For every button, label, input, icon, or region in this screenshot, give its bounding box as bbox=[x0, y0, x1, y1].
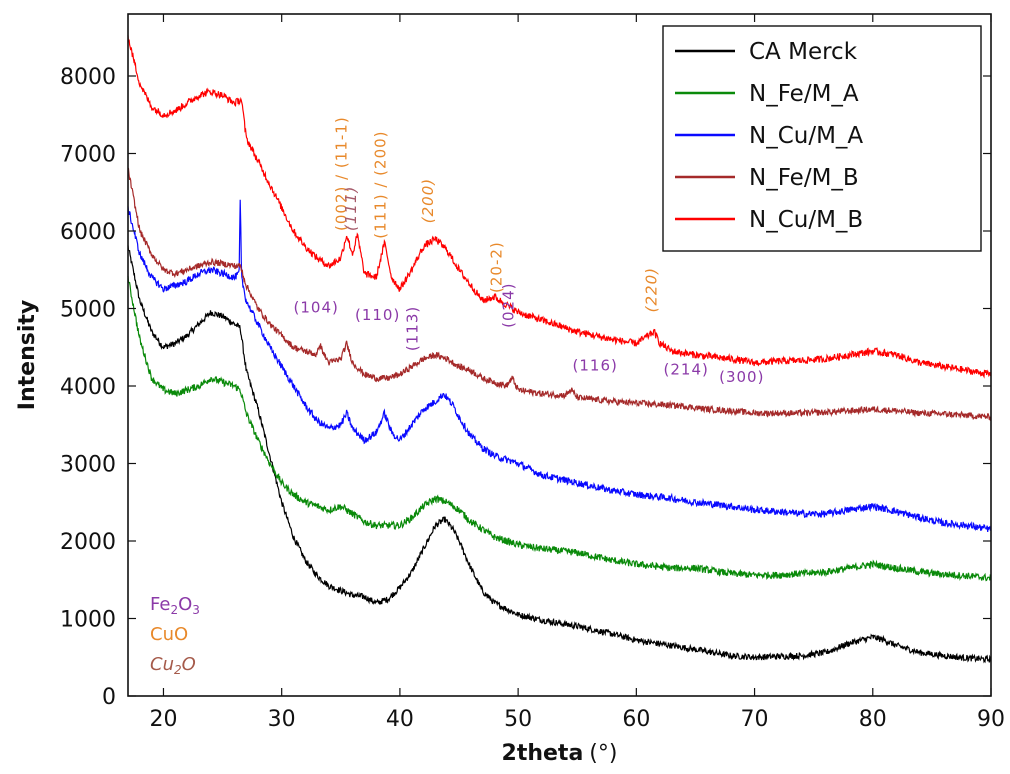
y-tick-label: 8000 bbox=[60, 65, 116, 90]
phase-key-label: Fe2O3 bbox=[150, 594, 200, 617]
legend-label: N_Fe/M_A bbox=[749, 81, 859, 107]
x-tick-label: 30 bbox=[268, 707, 296, 732]
y-tick-label: 0 bbox=[102, 685, 116, 710]
peak-annotation: (113) bbox=[404, 306, 422, 351]
legend-box bbox=[662, 25, 982, 252]
x-axis-label-unit: (°) bbox=[589, 741, 617, 766]
phase-key: Fe2O3 CuO Cu2O bbox=[150, 594, 200, 677]
y-tick-label: 6000 bbox=[60, 220, 116, 245]
y-tick-label: 5000 bbox=[60, 298, 116, 323]
series-line-3 bbox=[127, 167, 992, 422]
x-tick-label: 40 bbox=[386, 707, 414, 732]
x-tick-label: 80 bbox=[859, 707, 887, 732]
peak-annotation: (214) bbox=[664, 360, 709, 378]
peak-annotation: (116) bbox=[573, 357, 618, 375]
peak-annotation: (20-2) bbox=[488, 241, 506, 293]
y-tick-label: 4000 bbox=[60, 375, 116, 400]
series-line-1 bbox=[127, 276, 992, 582]
y-tick-label: 1000 bbox=[60, 608, 116, 633]
phase-key-label: Cu2O bbox=[150, 654, 196, 677]
x-tick-label: 60 bbox=[622, 707, 650, 732]
y-axis-label: Intensity bbox=[15, 300, 40, 410]
legend-label: N_Fe/M_B bbox=[749, 165, 859, 191]
peak-annotation: (002) / (11-1) bbox=[333, 116, 351, 231]
phase-key-label: CuO bbox=[150, 624, 188, 645]
legend-label: N_Cu/M_B bbox=[749, 207, 863, 233]
y-tick-label: 2000 bbox=[60, 530, 116, 555]
peak-annotation: (111) / (200) bbox=[372, 130, 390, 238]
legend-label: CA Merck bbox=[749, 39, 858, 65]
y-tick-label: 3000 bbox=[60, 453, 116, 478]
x-axis-label-main: 2theta bbox=[502, 741, 584, 766]
legend-label: N_Cu/M_A bbox=[749, 123, 863, 149]
peak-annotation: (220) bbox=[642, 267, 660, 312]
y-tick-label: 7000 bbox=[60, 143, 116, 168]
series-line-4 bbox=[127, 35, 992, 379]
peak-annotation: (104) bbox=[294, 298, 339, 316]
ticks-layer: 20 30 40 50 60 70 80 90 0 1000 2000 3000 4000 5000 600… bbox=[60, 14, 1005, 732]
x-tick-label: 20 bbox=[149, 707, 177, 732]
legend: CA Merck N_Fe/M_A N_Cu/M_A N_Fe/M_B N_Cu/M_B bbox=[662, 25, 982, 252]
peak-annotation: (200) bbox=[419, 178, 437, 223]
peak-annotation: (024) bbox=[499, 283, 517, 328]
series-line-2 bbox=[127, 199, 992, 533]
series-layer bbox=[127, 35, 992, 664]
x-tick-label: 90 bbox=[977, 707, 1005, 732]
peak-annotation: (300) bbox=[719, 368, 764, 386]
plot-frame bbox=[127, 13, 992, 697]
x-axis-label: 2theta (°) bbox=[502, 741, 618, 766]
annotation-layer: (002) / (11-1)(111) (111) / (200) (200) (20… bbox=[294, 116, 764, 386]
peak-annotation: (110) bbox=[355, 306, 400, 324]
x-tick-label: 50 bbox=[504, 707, 532, 732]
peak-annotation: (111) bbox=[342, 186, 360, 231]
series-line-0 bbox=[127, 245, 992, 664]
x-tick-label: 70 bbox=[741, 707, 769, 732]
